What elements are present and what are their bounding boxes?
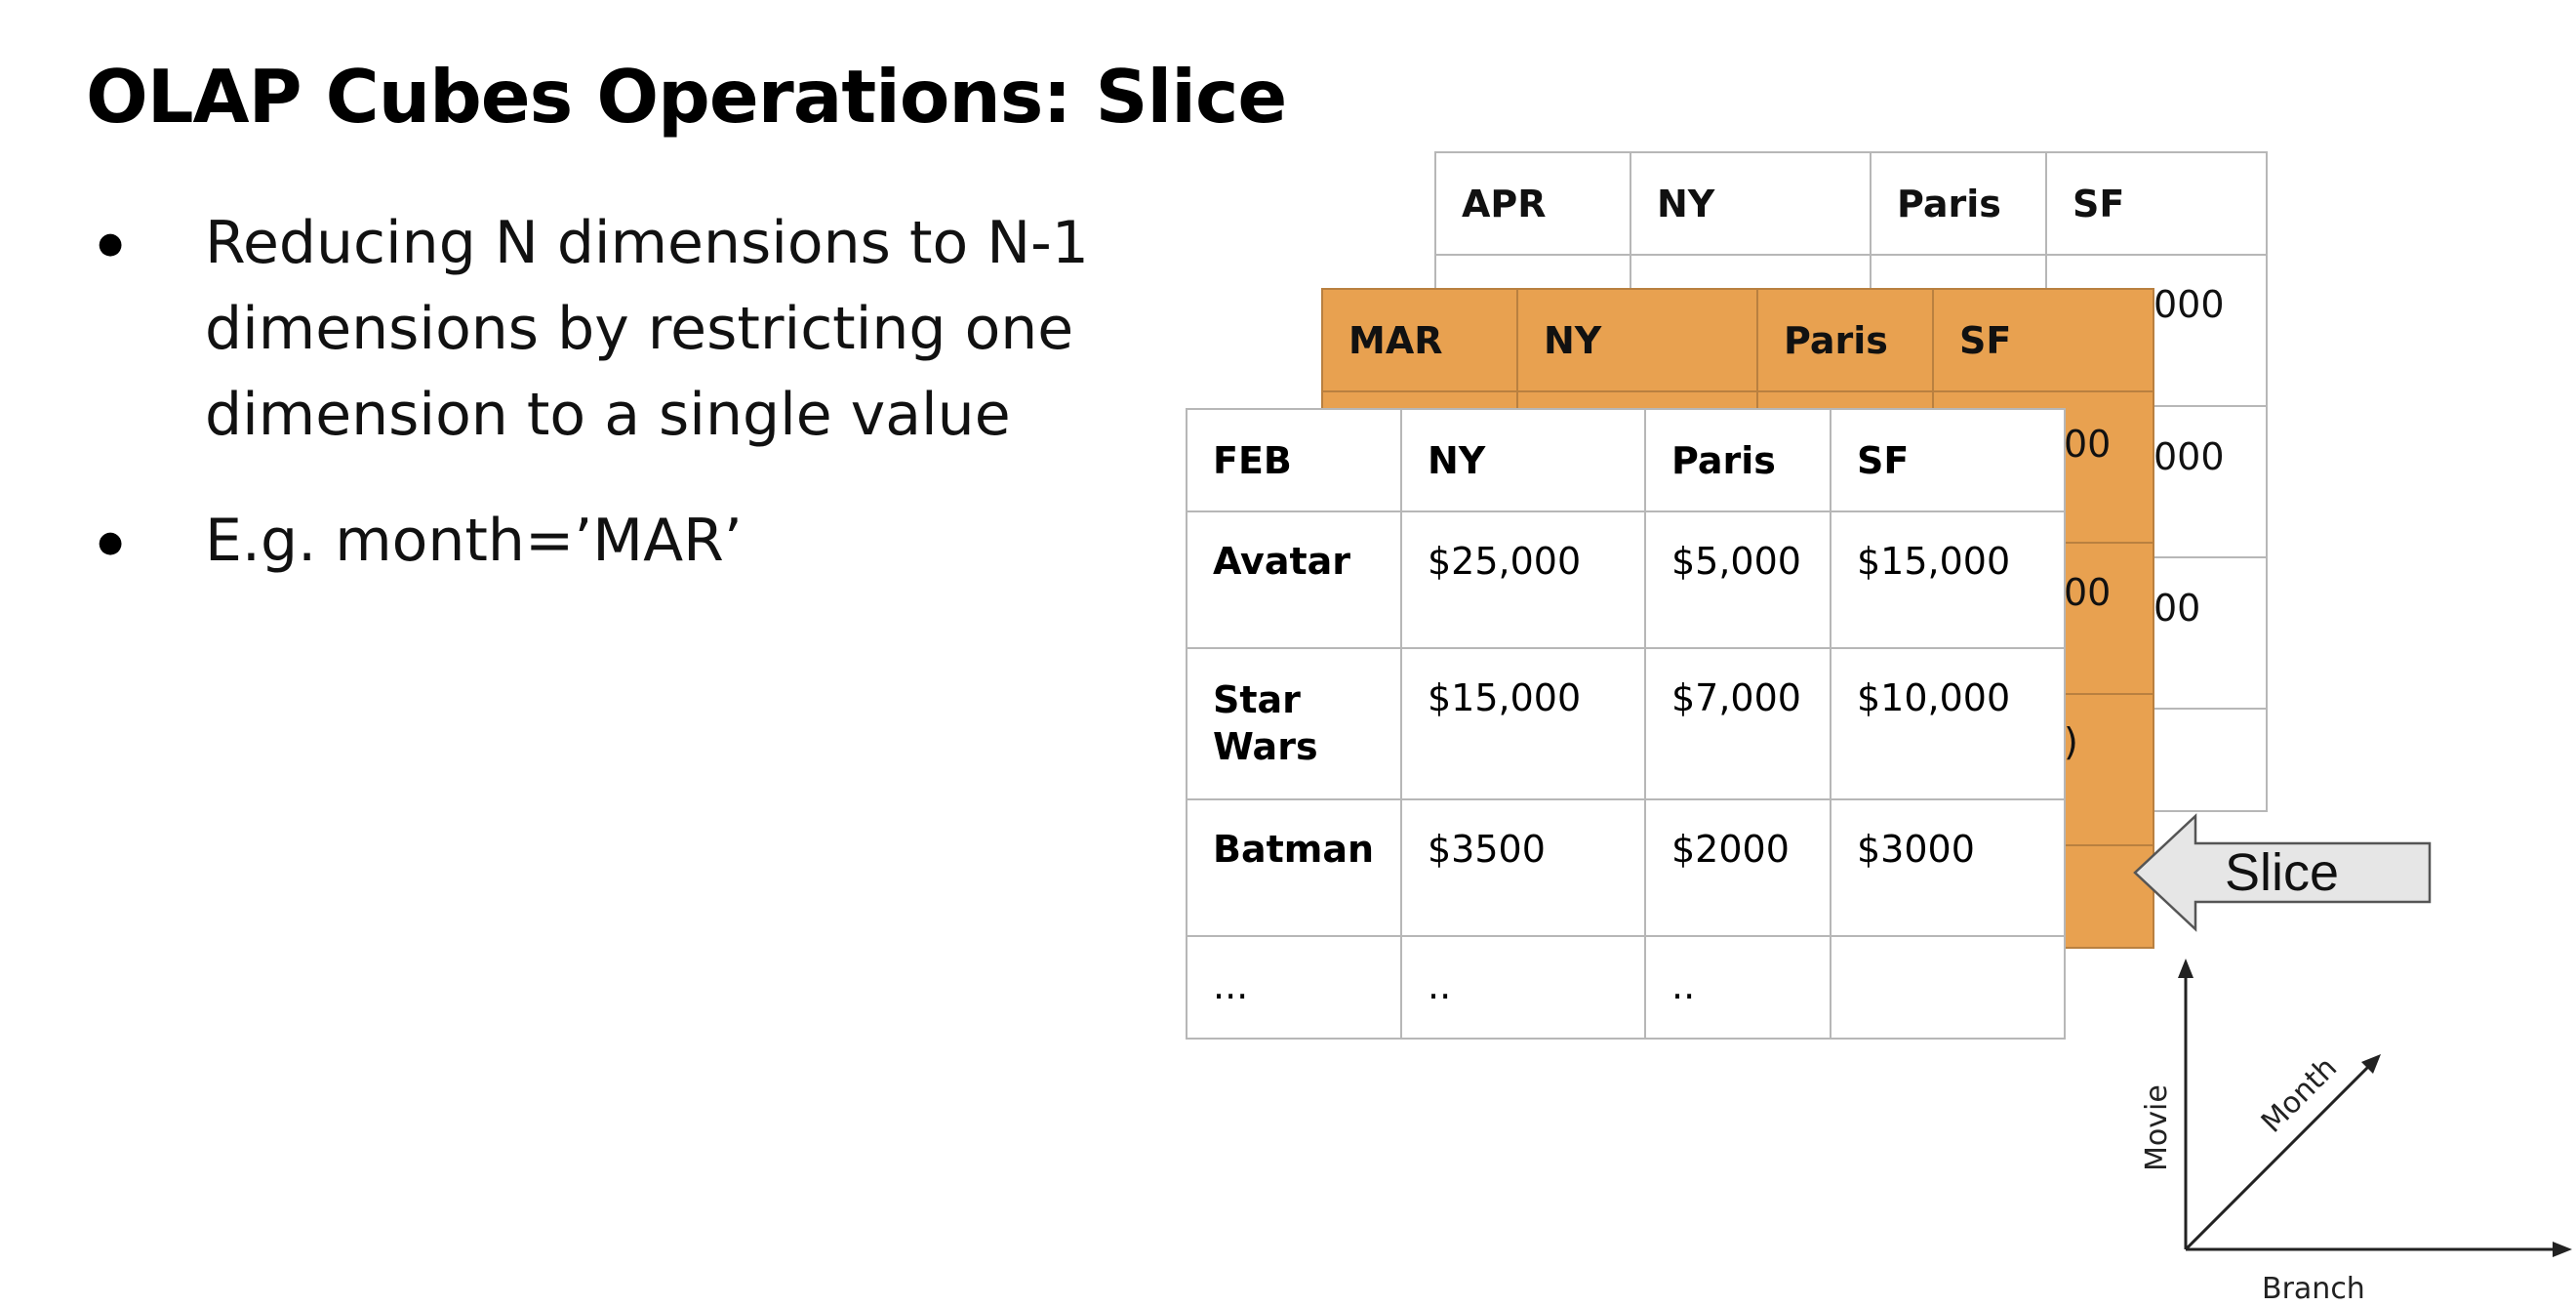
table-cell: $15,000 [1830, 510, 2066, 649]
bullet-line: E.g. month=’MAR’ [205, 507, 743, 575]
table-cell: .. [1644, 935, 1831, 1040]
table-header-cell: Paris [1870, 151, 2047, 256]
table-cell: $3000 [1830, 798, 2066, 937]
apr-cell-fragment: 000 [2153, 283, 2225, 326]
slice-label: Slice [2225, 843, 2339, 902]
bullet-text: E.g. month=’MAR’ [205, 498, 743, 584]
table-cell: .. [1400, 935, 1646, 1040]
table-row: Avatar $25,000 $5,000 $15,000 [1186, 510, 2066, 649]
table-header-cell: NY [1400, 408, 1646, 512]
table-header-cell: SF [2045, 151, 2268, 256]
mar-cell-fragment: ) [2064, 720, 2078, 763]
table-header-cell: MAR [1321, 288, 1518, 392]
table-row: Batman $3500 $2000 $3000 [1186, 798, 2066, 937]
table-cell: $5,000 [1644, 510, 1831, 649]
table-header-cell: FEB [1186, 408, 1402, 512]
bullet-line: dimension to a single value [205, 381, 1011, 449]
table-cell [1830, 935, 2066, 1040]
month-axis-label: Month [2255, 1050, 2344, 1139]
table-row: ... .. .. [1186, 935, 2066, 1040]
table-header-cell: Paris [1756, 288, 1934, 392]
axis-diagram: Movie Month Branch [2140, 959, 2572, 1306]
mar-cell-fragment: 00 [2064, 423, 2112, 466]
slide-title: OLAP Cubes Operations: Slice [86, 54, 1287, 140]
row-label: ... [1186, 935, 1402, 1040]
row-label: Star Wars [1186, 647, 1402, 800]
row-label: Avatar [1186, 510, 1402, 649]
table-cell: $15,000 [1400, 647, 1646, 800]
bullet-line: Reducing N dimensions to N-1 [205, 209, 1089, 277]
table-header-cell: NY [1630, 151, 1872, 256]
branch-axis-label: Branch [2262, 1272, 2365, 1306]
apr-cell-fragment: 00 [2153, 587, 2201, 630]
apr-cell-fragment: 000 [2153, 435, 2225, 478]
bullet-dot: ● [98, 226, 124, 261]
table-header-cell: APR [1434, 151, 1631, 256]
bullet-text: Reducing N dimensions to N-1 dimensions … [205, 200, 1089, 458]
bullet-dot: ● [98, 525, 124, 559]
table-header-cell: Paris [1644, 408, 1831, 512]
bullet-line: dimensions by restricting one [205, 295, 1074, 363]
slice-arrow-icon: Slice [2133, 813, 2432, 932]
mar-cell-fragment: 00 [2064, 571, 2112, 614]
table-header-cell: NY [1516, 288, 1758, 392]
table-header-cell: SF [1932, 288, 2154, 392]
table-cell: $7,000 [1644, 647, 1831, 800]
row-label: Batman [1186, 798, 1402, 937]
feb-table: FEB NY Paris SF Avatar $25,000 $5,000 $1… [1186, 408, 2066, 1040]
table-cell: $10,000 [1830, 647, 2066, 800]
movie-axis-label: Movie [2140, 1084, 2174, 1171]
table-cell: $3500 [1400, 798, 1646, 937]
table-row: Star Wars $15,000 $7,000 $10,000 [1186, 647, 2066, 800]
table-header-cell: SF [1830, 408, 2066, 512]
table-cell: $25,000 [1400, 510, 1646, 649]
table-cell: $2000 [1644, 798, 1831, 937]
